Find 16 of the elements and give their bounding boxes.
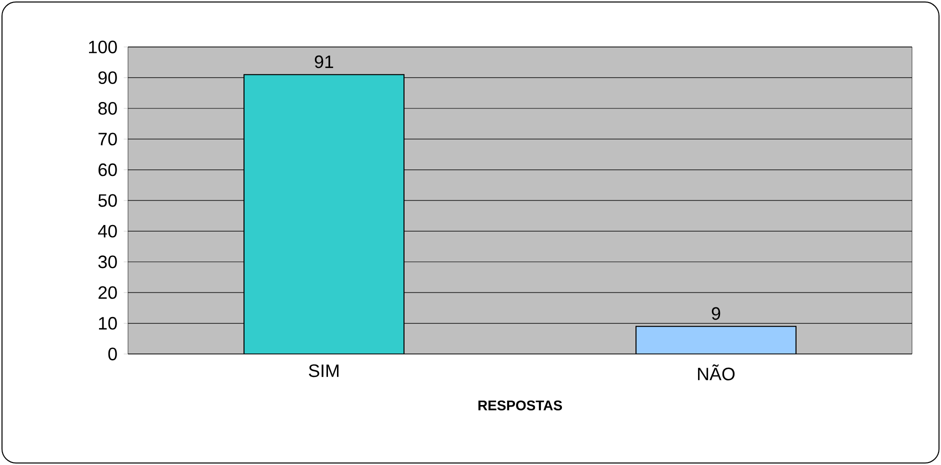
y-tick-label: 60 — [98, 163, 117, 176]
y-tick-label: 30 — [98, 256, 117, 268]
x-tick-label: SIM — [308, 364, 338, 378]
y-tick-label: 0 — [108, 348, 117, 360]
x-axis-title: RESPOSTAS — [478, 400, 562, 410]
data-label: 91 — [314, 55, 334, 68]
data-label: 9 — [712, 307, 720, 320]
y-tick-label: 20 — [98, 286, 117, 299]
y-tick-label: 40 — [98, 224, 117, 238]
x-tick-label: NÃO — [698, 364, 735, 380]
y-tick-label: 10 — [98, 316, 117, 330]
y-tick-label: 70 — [98, 132, 117, 146]
y-tick-label: 50 — [98, 194, 117, 207]
y-tick-label: 100 — [89, 40, 117, 54]
y-tick-label: 80 — [98, 102, 117, 115]
y-tick-label: 90 — [98, 71, 117, 84]
